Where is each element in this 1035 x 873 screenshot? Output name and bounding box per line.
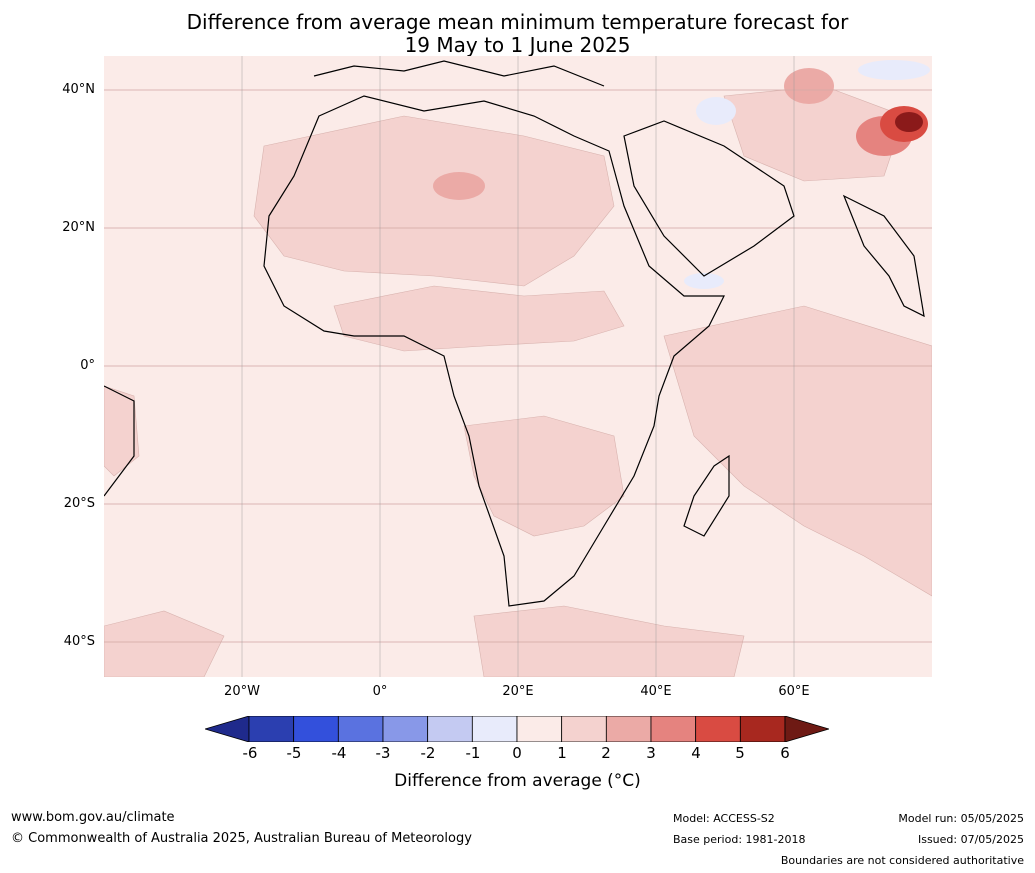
lat-label-20s: 20°S — [63, 496, 95, 511]
colorbar-segment — [516, 716, 563, 742]
colorbar-tick: 2 — [601, 744, 611, 762]
colorbar-extend-low — [205, 716, 250, 742]
warm-patch-indian-ocean — [663, 305, 932, 597]
colorbar-segment — [293, 716, 339, 742]
lon-label-20w: 20°W — [224, 684, 260, 699]
colorbar-tick: -2 — [420, 744, 436, 762]
europe-coastline — [313, 60, 605, 87]
footer-copyright: © Commonwealth of Australia 2025, Austra… — [11, 831, 472, 846]
colorbar-tick: -5 — [286, 744, 302, 762]
colorbar-segment — [739, 716, 786, 742]
colorbar-tick: -4 — [331, 744, 347, 762]
colorbar-segment — [471, 716, 518, 742]
warm-spot-iran — [784, 68, 834, 104]
warm-patch-north-africa — [253, 115, 615, 287]
colorbar-tick: 3 — [646, 744, 656, 762]
colorbar-segment — [605, 716, 652, 742]
cool-spot-arabian — [684, 273, 724, 289]
south-america-coastline — [104, 385, 135, 497]
footer-website: www.bom.gov.au/climate — [11, 810, 175, 825]
lat-label-20n: 20°N — [62, 220, 95, 235]
hot-spot-himalaya-inner — [895, 112, 923, 132]
anomaly-map — [104, 56, 932, 677]
lat-label-40s: 40°S — [63, 634, 95, 649]
footer-disclaimer: Boundaries are not considered authoritat… — [780, 854, 1024, 867]
colorbar-label: Difference from average (°C) — [394, 771, 641, 791]
lon-label-0: 0° — [372, 684, 388, 699]
colorbar-tick: -6 — [242, 744, 258, 762]
footer-issued: Issued: 07/05/2025 — [917, 833, 1024, 846]
africa-coastline — [263, 95, 725, 607]
lon-label-20e: 20°E — [502, 684, 534, 699]
lon-label-60e: 60°E — [778, 684, 810, 699]
warm-spot-sahara — [433, 172, 485, 200]
lat-label-0: 0° — [80, 358, 95, 373]
madagascar-coastline — [683, 454, 730, 537]
colorbar-tick: -1 — [465, 744, 481, 762]
cool-spot-caspian — [696, 97, 736, 125]
colorbar-segment — [337, 716, 384, 742]
warm-patch-sahel — [333, 285, 625, 352]
colorbar-segment — [561, 716, 607, 742]
warm-patch-south-atlantic — [104, 610, 225, 677]
colorbar-tick: 6 — [780, 744, 790, 762]
footer-model-run: Model run: 05/05/2025 — [898, 812, 1024, 825]
colorbar-tick: 4 — [691, 744, 701, 762]
colorbar-segment — [427, 716, 473, 742]
colorbar-tick: -3 — [375, 744, 391, 762]
footer-model: Model: ACCESS-S2 — [673, 812, 775, 825]
colorbar — [205, 716, 829, 742]
colorbar-segment — [695, 716, 741, 742]
colorbar-tick: 5 — [735, 744, 745, 762]
cool-spot-north-east — [858, 60, 930, 80]
map-meridians — [241, 56, 795, 677]
chart-title-line-1: Difference from average mean minimum tem… — [186, 10, 849, 34]
india-coastline — [842, 194, 925, 318]
footer-base-period: Base period: 1981-2018 — [673, 833, 806, 846]
colorbar-segment — [248, 716, 295, 742]
warm-anomaly-patches — [104, 85, 932, 677]
colorbar-extend-high — [784, 716, 829, 742]
lon-label-40e: 40°E — [640, 684, 672, 699]
chart-title-line-2: 19 May to 1 June 2025 — [404, 33, 631, 57]
colorbar-tick: 1 — [557, 744, 567, 762]
colorbar-segment — [650, 716, 697, 742]
colorbar-tick: 0 — [512, 744, 522, 762]
lat-label-40n: 40°N — [62, 82, 95, 97]
colorbar-segment — [382, 716, 429, 742]
arabia-coastline — [623, 120, 795, 277]
